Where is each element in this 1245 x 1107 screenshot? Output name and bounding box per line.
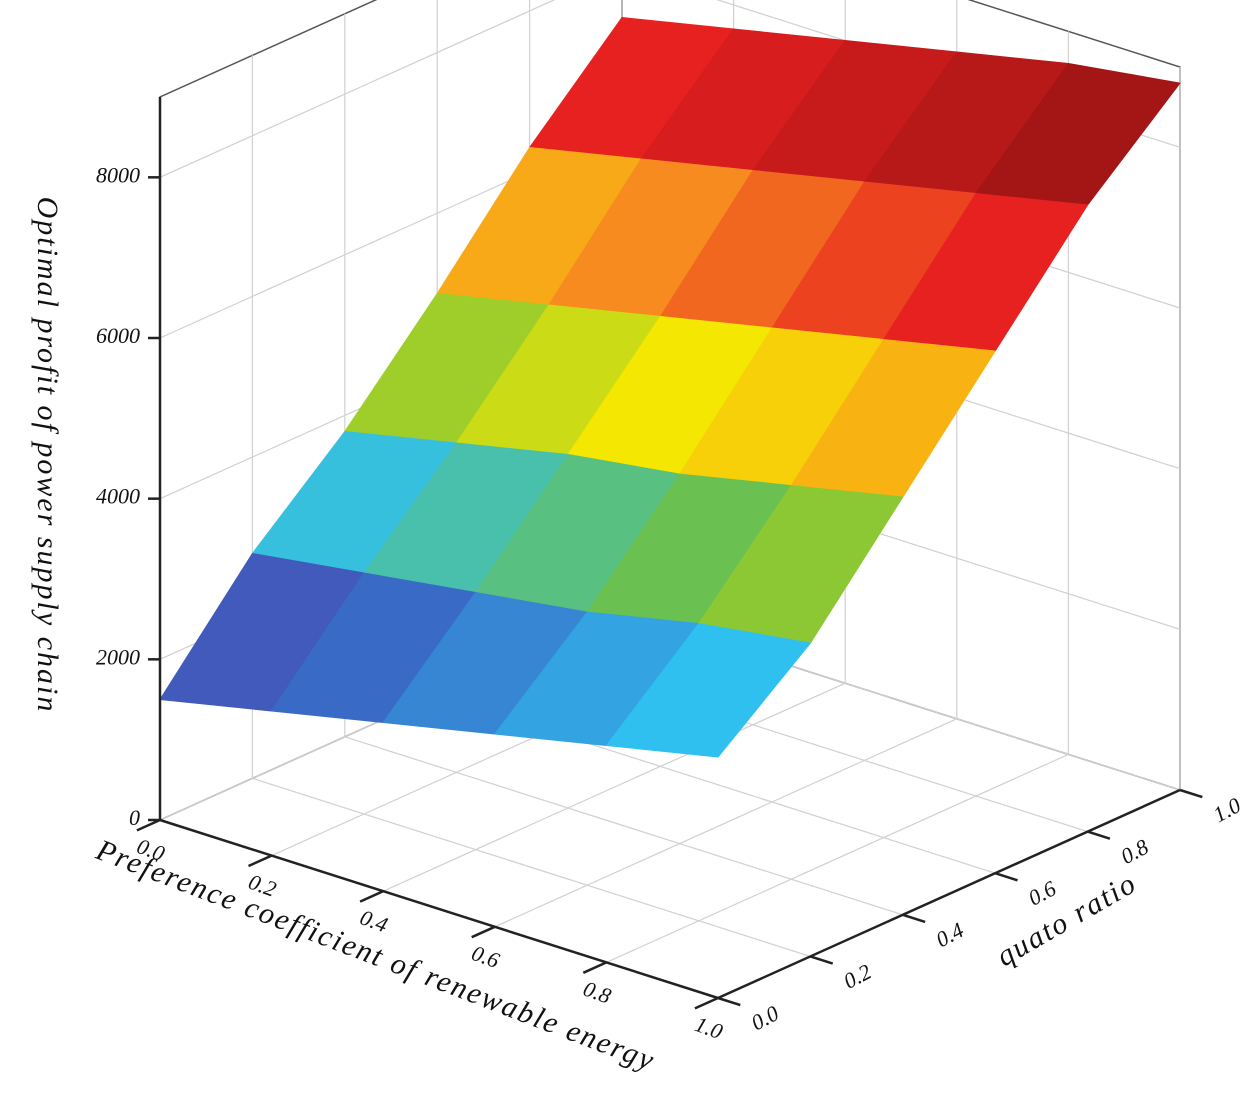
grid-line [344, 736, 903, 916]
y-tick [1179, 788, 1203, 799]
y-axis-title: quato ratio [991, 866, 1143, 973]
x-tick [247, 854, 273, 868]
x-axis [159, 818, 719, 1000]
x-axis-title: Preference coefficient of renewable ener… [91, 833, 660, 1078]
y-tick [1087, 830, 1111, 840]
x-tick-label: 0.6 [468, 940, 502, 973]
grid-line [159, 0, 556, 178]
y-tick [717, 996, 741, 1007]
surface-layer [159, 17, 1181, 758]
y-tick [902, 913, 926, 924]
grid-line [494, 718, 958, 928]
x-tick [359, 890, 384, 903]
z-tick-label: 0 [129, 805, 140, 830]
surface-patch [605, 623, 811, 758]
grid-line [252, 777, 811, 957]
y-tick-label: 0.6 [1024, 876, 1060, 911]
grid-line [606, 753, 1069, 963]
z-tick-label: 6000 [96, 323, 140, 348]
x-tick [582, 961, 607, 974]
y-tick [994, 872, 1018, 882]
x-tick-label: 0.8 [580, 976, 614, 1009]
x-tick [694, 996, 719, 1010]
y-tick [810, 955, 834, 965]
y-tick-label: 0.2 [839, 959, 875, 994]
x-tick-label: 1.0 [692, 1011, 726, 1044]
y-tick-label: 0.0 [747, 1000, 783, 1035]
x-tick [136, 818, 161, 832]
y-tick-label: 0.4 [932, 917, 968, 952]
y-axis [717, 788, 1181, 1000]
z-tick-label: 8000 [96, 162, 140, 187]
grid-line [382, 682, 846, 892]
z-tick-label: 4000 [96, 484, 140, 509]
y-tick-label: 0.8 [1116, 834, 1152, 869]
x-tick [471, 925, 496, 939]
y-tick-label: 1.0 [1209, 792, 1245, 827]
z-axis-title: Optimal profit of power supply chain [31, 197, 64, 714]
z-tick-label: 2000 [96, 644, 140, 669]
